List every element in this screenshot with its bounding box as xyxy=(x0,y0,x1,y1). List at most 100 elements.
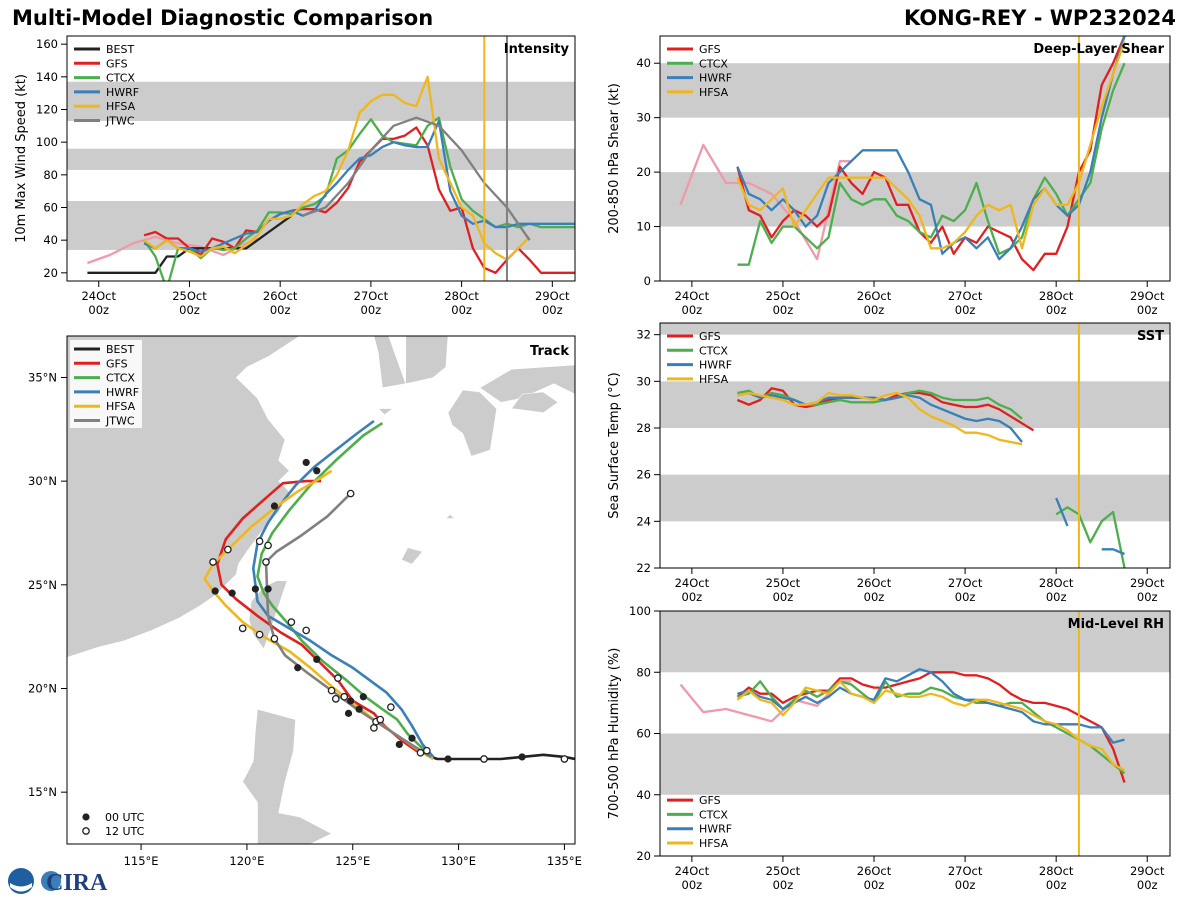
shear-title: Deep-Layer Shear xyxy=(1033,42,1164,57)
intensity-ytick-label: 40 xyxy=(43,233,58,247)
shear-ytick-label: 40 xyxy=(636,56,651,70)
sst-series-hfsa xyxy=(737,391,1023,446)
track-marker-12utc xyxy=(331,695,340,703)
track-marker-12utc xyxy=(480,755,488,763)
noaa-wave-icon xyxy=(10,883,32,892)
track-legend-label-ctcx: CTCX xyxy=(106,372,135,385)
intensity-series-best xyxy=(87,214,293,274)
track-xtick-label: 125°E xyxy=(335,854,370,868)
storm-id-title: KONG-REY - WP232024 xyxy=(904,6,1176,30)
sst-xtick-label-bot: 00z xyxy=(1137,590,1158,604)
track-line-ctcx xyxy=(256,422,435,758)
land-shape-3 xyxy=(373,336,407,389)
land-shape-7 xyxy=(510,391,559,414)
land-shape-4 xyxy=(405,336,449,385)
track-marker-00utc xyxy=(228,589,236,597)
sst-xtick-label-bot: 00z xyxy=(955,590,976,604)
intensity-panel: 24Oct00z25Oct00z26Oct00z27Oct00z28Oct00z… xyxy=(14,35,576,317)
rh-frame xyxy=(659,610,1171,857)
track-marker-12utc xyxy=(346,489,355,498)
rh-xtick-label-bot: 00z xyxy=(1046,878,1067,892)
land-shape-9 xyxy=(377,408,394,416)
land-shape-5 xyxy=(447,389,498,457)
rh-xtick-label-top: 28Oct xyxy=(1039,864,1074,878)
track-marker-12utc xyxy=(327,686,336,695)
sst-frame xyxy=(659,322,1171,569)
shear-xtick-label-bot: 00z xyxy=(1137,303,1158,317)
page-title: Multi-Model Diagnostic Comparison xyxy=(12,6,434,30)
track-ytick-label: 35°N xyxy=(28,370,57,384)
track-xtick-label: 130°E xyxy=(441,854,476,868)
track-marker-00utc xyxy=(408,734,416,742)
sst-series-group xyxy=(736,387,1126,568)
shear-xtick-label-bot: 00z xyxy=(773,303,794,317)
track-marker-00utc xyxy=(270,502,279,510)
intensity-legend-label-ctcx: CTCX xyxy=(106,72,135,85)
track-marker-12utc xyxy=(287,618,296,626)
track-legend-label-jtwc: JTWC xyxy=(105,415,135,428)
track-marker-12utc xyxy=(422,746,431,755)
track-ytick-label: 30°N xyxy=(28,474,57,488)
intensity-band-2 xyxy=(67,81,575,121)
intensity-ytick-label: 60 xyxy=(43,201,58,215)
shear-ytick-label: 10 xyxy=(636,220,651,234)
shear-xtick-label-top: 27Oct xyxy=(948,289,983,303)
rh-band-1 xyxy=(660,611,1170,673)
intensity-series-gfs xyxy=(143,126,575,274)
shear-frame xyxy=(659,35,1171,282)
intensity-xtick-label-bot: 00z xyxy=(361,303,382,317)
sst-xtick-label-top: 26Oct xyxy=(857,576,892,590)
track-marker-12utc xyxy=(270,634,279,643)
sst-panel: 24Oct00z25Oct00z26Oct00z27Oct00z28Oct00z… xyxy=(607,322,1171,604)
rh-xtick-label-bot: 00z xyxy=(682,878,703,892)
rh-ytick-label: 20 xyxy=(636,849,651,863)
track-marker-00utc xyxy=(344,709,353,717)
track-map-group xyxy=(67,336,575,844)
shear-xtick-label-top: 26Oct xyxy=(857,289,892,303)
track-ytick-label: 15°N xyxy=(28,785,57,799)
rh-series-group xyxy=(679,668,1126,783)
sst-ytick-label: 32 xyxy=(636,328,651,342)
rh-xtick-label-bot: 00z xyxy=(773,878,794,892)
track-frame xyxy=(66,335,576,845)
shear-ytick-label: 20 xyxy=(636,165,651,179)
intensity-series-hfsa xyxy=(143,75,531,261)
intensity-series-group xyxy=(87,75,575,281)
intensity-legend-label-hfsa: HFSA xyxy=(106,100,136,113)
sst-xtick-label-top: 27Oct xyxy=(948,576,983,590)
track-legend-label-hwrf: HWRF xyxy=(106,386,139,399)
shear-legend-label-ctcx: CTCX xyxy=(699,57,728,70)
intensity-ytick-label: 20 xyxy=(43,266,58,280)
shear-legend-label-gfs: GFS xyxy=(699,43,721,56)
sst-legend-label-hwrf: HWRF xyxy=(699,359,732,372)
track-legend-marker-label: 00 UTC xyxy=(105,811,145,824)
track-marker-00utc xyxy=(347,697,355,705)
track-marker-00utc xyxy=(313,467,321,475)
sst-ylabel: Sea Surface Temp (°C) xyxy=(607,372,622,519)
rh-legend-label-hfsa: HFSA xyxy=(699,837,729,850)
shear-ytick-label: 30 xyxy=(636,111,651,125)
track-marker-00utc xyxy=(211,587,219,595)
rh-panel: 24Oct00z25Oct00z26Oct00z27Oct00z28Oct00z… xyxy=(607,604,1171,892)
rh-ytick-label: 60 xyxy=(636,727,651,741)
intensity-xtick-label-bot: 00z xyxy=(179,303,200,317)
track-marker-12utc xyxy=(209,558,217,566)
sst-band-2 xyxy=(660,323,1170,335)
land-shape-10 xyxy=(445,513,456,519)
sst-ytick-label: 24 xyxy=(636,514,651,528)
rh-xtick-label-top: 25Oct xyxy=(766,864,801,878)
track-marker-00utc xyxy=(395,740,403,749)
shear-xtick-label-top: 25Oct xyxy=(766,289,801,303)
intensity-ytick-label: 80 xyxy=(43,168,58,182)
rh-legend-label-hwrf: HWRF xyxy=(699,823,732,836)
track-legend-bg xyxy=(70,340,142,428)
shear-series-group xyxy=(679,36,1126,272)
track-marker-12utc xyxy=(255,630,264,639)
sst-ytick-label: 30 xyxy=(636,374,651,388)
logo-text: CIRA xyxy=(46,870,108,896)
track-marker-00utc xyxy=(294,664,302,672)
track-legend-label-gfs: GFS xyxy=(106,357,128,370)
rh-title: Mid-Level RH xyxy=(1068,617,1164,632)
cira-logo: CIRA xyxy=(8,868,108,896)
